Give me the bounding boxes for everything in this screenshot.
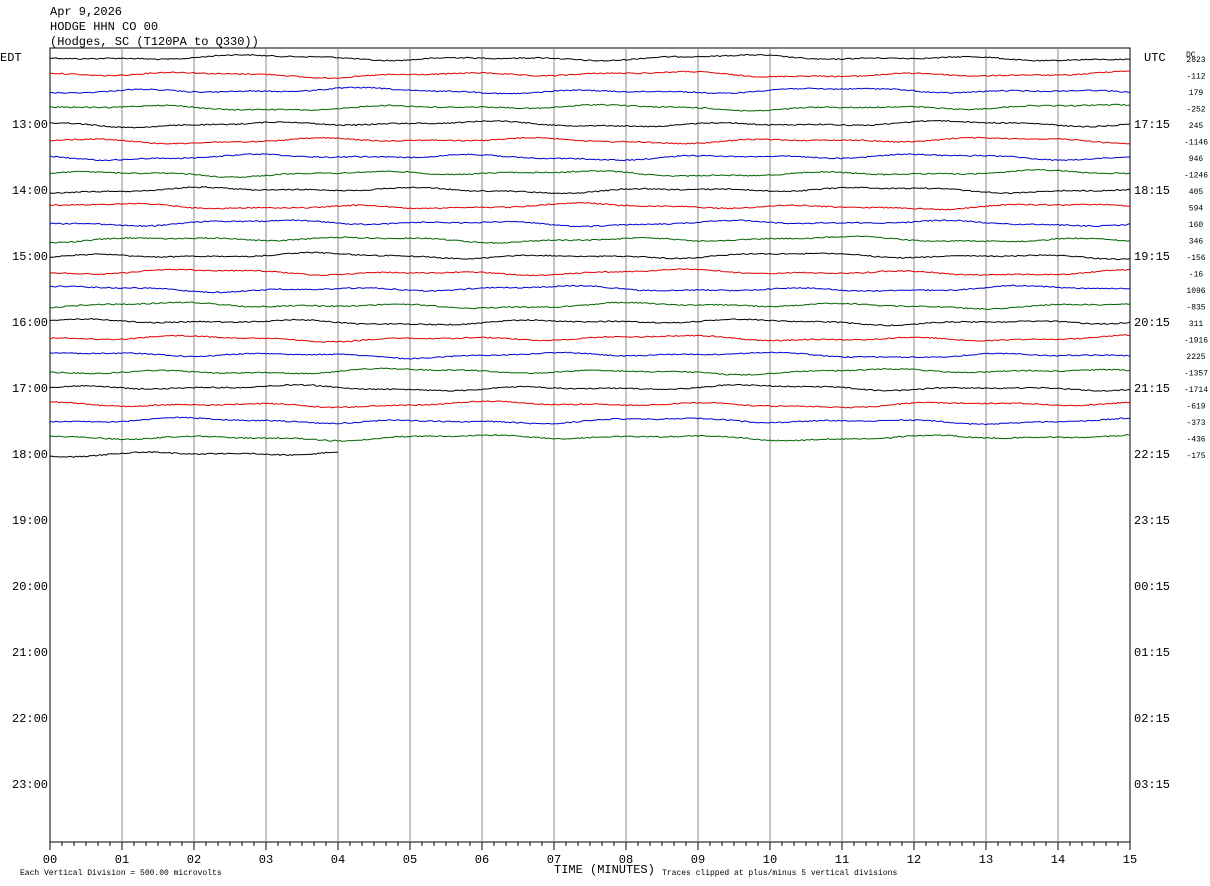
dc-offset: -175 bbox=[1186, 452, 1205, 461]
dc-offset: -1246 bbox=[1184, 172, 1208, 181]
dc-offset: -1714 bbox=[1184, 386, 1208, 395]
dc-offset: -16 bbox=[1189, 271, 1204, 280]
trace bbox=[49, 153, 1131, 162]
x-tick-label: 02 bbox=[187, 853, 201, 867]
trace bbox=[49, 400, 1131, 409]
left-hour-label: 18:00 bbox=[12, 448, 48, 462]
x-tick-label: 01 bbox=[115, 853, 129, 867]
trace bbox=[49, 451, 338, 458]
x-tick-label: 03 bbox=[259, 853, 273, 867]
dc-offset: 245 bbox=[1189, 122, 1204, 131]
left-hour-label: 23:00 bbox=[12, 778, 48, 792]
x-tick-label: 04 bbox=[331, 853, 345, 867]
trace bbox=[49, 53, 1131, 62]
trace bbox=[49, 284, 1131, 294]
dc-offset: 405 bbox=[1189, 188, 1204, 197]
trace bbox=[50, 301, 1131, 310]
right-hour-label: 00:15 bbox=[1134, 580, 1170, 594]
dc-offset: -1916 bbox=[1184, 337, 1208, 346]
left-hour-label: 22:00 bbox=[12, 712, 48, 726]
trace bbox=[49, 119, 1131, 129]
dc-offset: 311 bbox=[1189, 320, 1204, 329]
trace bbox=[49, 70, 1131, 80]
left-hour-label: 20:00 bbox=[12, 580, 48, 594]
dc-offset: 160 bbox=[1189, 221, 1204, 230]
left-hour-label: 17:00 bbox=[12, 382, 48, 396]
left-hour-label: 14:00 bbox=[12, 184, 48, 198]
dc-offset: 946 bbox=[1189, 155, 1204, 164]
dc-offset: 346 bbox=[1189, 238, 1204, 247]
right-hour-label: 23:15 bbox=[1134, 514, 1170, 528]
scale-note: Each Vertical Division = 500.00 microvol… bbox=[20, 869, 222, 878]
date: Apr 9,2026 bbox=[50, 5, 122, 19]
dc-label: DC bbox=[1186, 51, 1196, 60]
dc-offset: -156 bbox=[1186, 254, 1205, 263]
x-tick-label: 07 bbox=[547, 853, 561, 867]
trace bbox=[49, 168, 1131, 179]
trace bbox=[49, 334, 1131, 343]
trace bbox=[49, 351, 1131, 360]
right-hour-label: 18:15 bbox=[1134, 184, 1170, 198]
trace bbox=[49, 434, 1131, 442]
dc-offset: -1357 bbox=[1184, 370, 1208, 379]
x-tick-label: 12 bbox=[907, 853, 921, 867]
station: HODGE HHN CO 00 bbox=[50, 20, 158, 34]
dc-offset: -835 bbox=[1186, 304, 1205, 313]
clip-note: Traces clipped at plus/minus 5 vertical … bbox=[662, 869, 897, 878]
x-tick-label: 14 bbox=[1051, 853, 1065, 867]
dc-offset: -436 bbox=[1186, 436, 1205, 445]
x-tick-label: 11 bbox=[835, 853, 849, 867]
plot-frame bbox=[49, 47, 1131, 843]
x-tick-label: 09 bbox=[691, 853, 705, 867]
dc-offset: 2225 bbox=[1186, 353, 1205, 362]
x-title: TIME (MINUTES) bbox=[554, 863, 655, 877]
right-hour-label: 22:15 bbox=[1134, 448, 1170, 462]
left-hour-label: 15:00 bbox=[12, 250, 48, 264]
dc-offset: -373 bbox=[1186, 419, 1205, 428]
trace bbox=[49, 136, 1130, 145]
trace bbox=[49, 317, 1131, 327]
dc-offset: -112 bbox=[1186, 73, 1205, 82]
x-tick-label: 13 bbox=[979, 853, 993, 867]
trace bbox=[49, 367, 1131, 376]
trace bbox=[49, 186, 1131, 195]
right-hour-label: 01:15 bbox=[1134, 646, 1170, 660]
dc-offset: 594 bbox=[1189, 205, 1204, 214]
right-hour-label: 20:15 bbox=[1134, 316, 1170, 330]
left-hour-label: 19:00 bbox=[12, 514, 48, 528]
trace bbox=[49, 103, 1131, 112]
left-hour-label: 21:00 bbox=[12, 646, 48, 660]
right-hour-label: 19:15 bbox=[1134, 250, 1170, 264]
right-hour-label: 03:15 bbox=[1134, 778, 1170, 792]
x-tick-label: 06 bbox=[475, 853, 489, 867]
trace bbox=[49, 86, 1130, 95]
x-tick-label: 08 bbox=[619, 853, 633, 867]
trace bbox=[49, 416, 1131, 426]
dc-offset: 179 bbox=[1189, 89, 1204, 98]
dc-offset: 1096 bbox=[1186, 287, 1205, 296]
trace bbox=[49, 383, 1131, 392]
dc-offset: 2823 bbox=[1186, 56, 1205, 65]
right-zone: UTC bbox=[1144, 51, 1166, 65]
trace bbox=[49, 235, 1131, 244]
right-hour-label: 02:15 bbox=[1134, 712, 1170, 726]
trace bbox=[49, 268, 1131, 277]
x-tick-label: 10 bbox=[763, 853, 777, 867]
left-hour-label: 13:00 bbox=[12, 118, 48, 132]
x-tick-label: 00 bbox=[43, 853, 57, 867]
left-zone: EDT bbox=[0, 51, 22, 65]
x-tick-label: 05 bbox=[403, 853, 417, 867]
trace bbox=[49, 219, 1131, 228]
trace bbox=[49, 251, 1131, 261]
trace bbox=[49, 201, 1131, 211]
dc-offset: -252 bbox=[1186, 106, 1205, 115]
x-tick-label: 15 bbox=[1123, 853, 1137, 867]
left-hour-label: 16:00 bbox=[12, 316, 48, 330]
location: (Hodges, SC (T120PA to Q330)) bbox=[50, 35, 259, 49]
dc-offset: -619 bbox=[1186, 403, 1205, 412]
right-hour-label: 17:15 bbox=[1134, 118, 1170, 132]
right-hour-label: 21:15 bbox=[1134, 382, 1170, 396]
dc-offset: -1146 bbox=[1184, 139, 1208, 148]
